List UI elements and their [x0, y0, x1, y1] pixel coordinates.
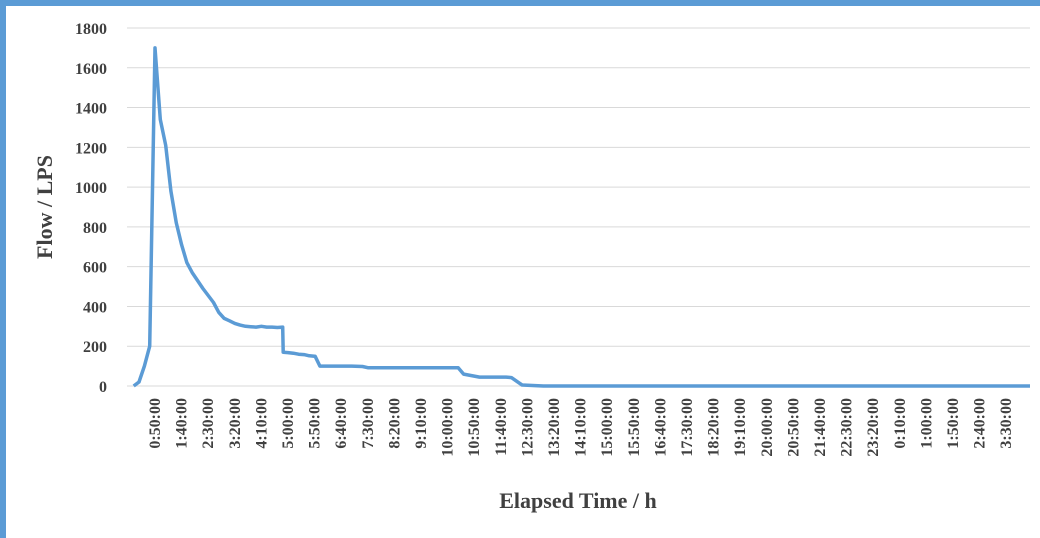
y-tick-label: 200 — [83, 339, 107, 356]
x-axis-title: Elapsed Time / h — [499, 488, 657, 513]
x-tick-label: 0:10:00 — [892, 398, 909, 449]
x-tick-label: 5:00:00 — [280, 398, 297, 449]
x-tick-label: 20:50:00 — [785, 398, 802, 457]
x-tick-label: 1:40:00 — [174, 398, 191, 449]
x-tick-label: 5:50:00 — [307, 398, 324, 449]
x-tick-label: 10:00:00 — [440, 398, 457, 457]
y-tick-label: 1200 — [75, 140, 107, 157]
x-tick-labels: 0:50:00 1:40:00 2:30:00 3:20:00 4:10:00 5:00:… — [147, 398, 1015, 457]
x-tick-label: 6:40:00 — [333, 398, 350, 449]
y-tick-label: 0 — [99, 379, 107, 396]
series — [132, 46, 1030, 388]
x-tick-label: 7:30:00 — [360, 398, 377, 449]
x-tick-label: 18:20:00 — [706, 398, 723, 457]
x-tick-label: 9:10:00 — [413, 398, 430, 449]
x-tick-label: 1:50:00 — [945, 398, 962, 449]
x-tick-label: 3:30:00 — [998, 398, 1015, 449]
x-tick-label: 10:50:00 — [466, 398, 483, 457]
x-tick-label: 21:40:00 — [812, 398, 829, 457]
x-tick-label: 14:10:00 — [573, 398, 590, 457]
gridlines — [127, 27, 1030, 387]
x-tick-label: 15:50:00 — [626, 398, 643, 457]
x-tick-label: 2:40:00 — [972, 398, 989, 449]
x-tick-label: 15:00:00 — [599, 398, 616, 457]
x-tick-label: 8:20:00 — [386, 398, 403, 449]
y-tick-label: 1000 — [75, 180, 107, 197]
y-tick-label: 800 — [83, 220, 107, 237]
x-tick-label: 19:10:00 — [732, 398, 749, 457]
y-tick-label: 400 — [83, 299, 107, 316]
y-tick-labels: 0 200 400 600 800 1000 1200 1400 1600 1800 — [75, 21, 107, 396]
x-tick-label: 12:30:00 — [519, 398, 536, 457]
x-tick-label: 4:10:00 — [253, 398, 270, 449]
y-tick-label: 1400 — [75, 101, 107, 118]
y-tick-label: 1800 — [75, 21, 107, 38]
y-tick-label: 1600 — [75, 61, 107, 78]
x-tick-label: 20:00:00 — [759, 398, 776, 457]
y-tick-label: 600 — [83, 260, 107, 277]
flow-series-line — [132, 46, 1030, 388]
x-tick-label: 11:40:00 — [493, 398, 510, 456]
x-tick-label: 17:30:00 — [679, 398, 696, 457]
x-tick-label: 1:00:00 — [918, 398, 935, 449]
y-axis-title: Flow / LPS — [32, 155, 57, 259]
x-tick-label: 2:30:00 — [200, 398, 217, 449]
x-tick-label: 0:50:00 — [147, 398, 164, 449]
frame-border-top — [0, 0, 1040, 6]
x-tick-label: 22:30:00 — [839, 398, 856, 457]
x-tick-label: 23:20:00 — [865, 398, 882, 457]
x-tick-label: 3:20:00 — [227, 398, 244, 449]
x-tick-label: 16:40:00 — [652, 398, 669, 457]
frame-border-left — [0, 0, 6, 538]
x-tick-label: 13:20:00 — [546, 398, 563, 457]
